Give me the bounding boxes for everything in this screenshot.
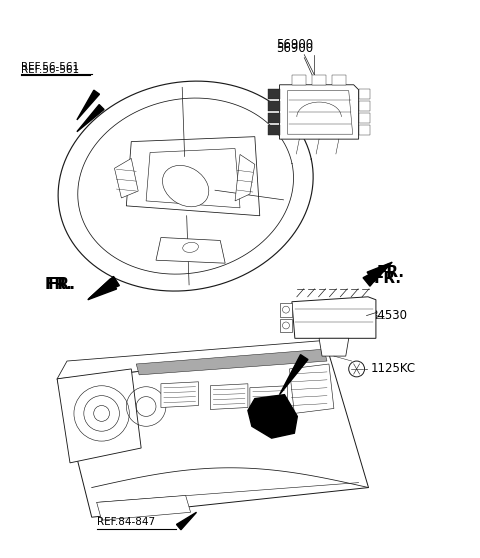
Polygon shape bbox=[210, 384, 248, 410]
Polygon shape bbox=[268, 89, 279, 99]
Polygon shape bbox=[289, 364, 334, 413]
Polygon shape bbox=[146, 148, 240, 208]
Polygon shape bbox=[280, 303, 292, 316]
Polygon shape bbox=[114, 158, 138, 198]
Polygon shape bbox=[156, 238, 225, 263]
Polygon shape bbox=[332, 75, 346, 85]
Polygon shape bbox=[279, 85, 359, 139]
Text: 84530: 84530 bbox=[371, 309, 408, 322]
Polygon shape bbox=[359, 113, 371, 123]
Polygon shape bbox=[280, 319, 292, 333]
Polygon shape bbox=[126, 137, 260, 216]
Polygon shape bbox=[248, 395, 297, 438]
Polygon shape bbox=[77, 104, 104, 132]
Polygon shape bbox=[279, 355, 308, 395]
Polygon shape bbox=[363, 264, 388, 286]
Ellipse shape bbox=[162, 165, 209, 207]
Text: 1125KC: 1125KC bbox=[371, 363, 416, 376]
Text: FR.: FR. bbox=[376, 264, 405, 280]
Polygon shape bbox=[250, 386, 288, 411]
Polygon shape bbox=[235, 155, 255, 201]
Polygon shape bbox=[161, 382, 199, 407]
Polygon shape bbox=[96, 496, 191, 520]
Polygon shape bbox=[177, 512, 196, 530]
Text: REF.56-561: REF.56-561 bbox=[21, 62, 79, 73]
Polygon shape bbox=[292, 297, 376, 338]
Text: FR.: FR. bbox=[44, 277, 72, 292]
Polygon shape bbox=[89, 276, 120, 299]
Text: 56900: 56900 bbox=[276, 38, 313, 51]
Polygon shape bbox=[312, 75, 326, 85]
Polygon shape bbox=[88, 279, 117, 300]
Polygon shape bbox=[57, 354, 369, 517]
Polygon shape bbox=[359, 101, 371, 111]
Polygon shape bbox=[359, 125, 371, 134]
Polygon shape bbox=[57, 339, 339, 379]
Text: FR.: FR. bbox=[47, 277, 75, 292]
Text: FR.: FR. bbox=[373, 271, 401, 286]
Text: REF.56-561: REF.56-561 bbox=[21, 65, 79, 75]
Polygon shape bbox=[367, 262, 392, 282]
Polygon shape bbox=[268, 113, 279, 123]
Polygon shape bbox=[292, 75, 306, 85]
Polygon shape bbox=[57, 369, 141, 463]
Text: 56900: 56900 bbox=[276, 42, 313, 55]
Polygon shape bbox=[319, 338, 349, 356]
Polygon shape bbox=[268, 125, 279, 134]
Text: REF.84-847: REF.84-847 bbox=[96, 517, 155, 527]
Polygon shape bbox=[288, 91, 353, 134]
Ellipse shape bbox=[183, 242, 198, 252]
Polygon shape bbox=[268, 101, 279, 111]
Polygon shape bbox=[359, 89, 371, 99]
Polygon shape bbox=[77, 90, 99, 120]
Polygon shape bbox=[136, 349, 327, 375]
